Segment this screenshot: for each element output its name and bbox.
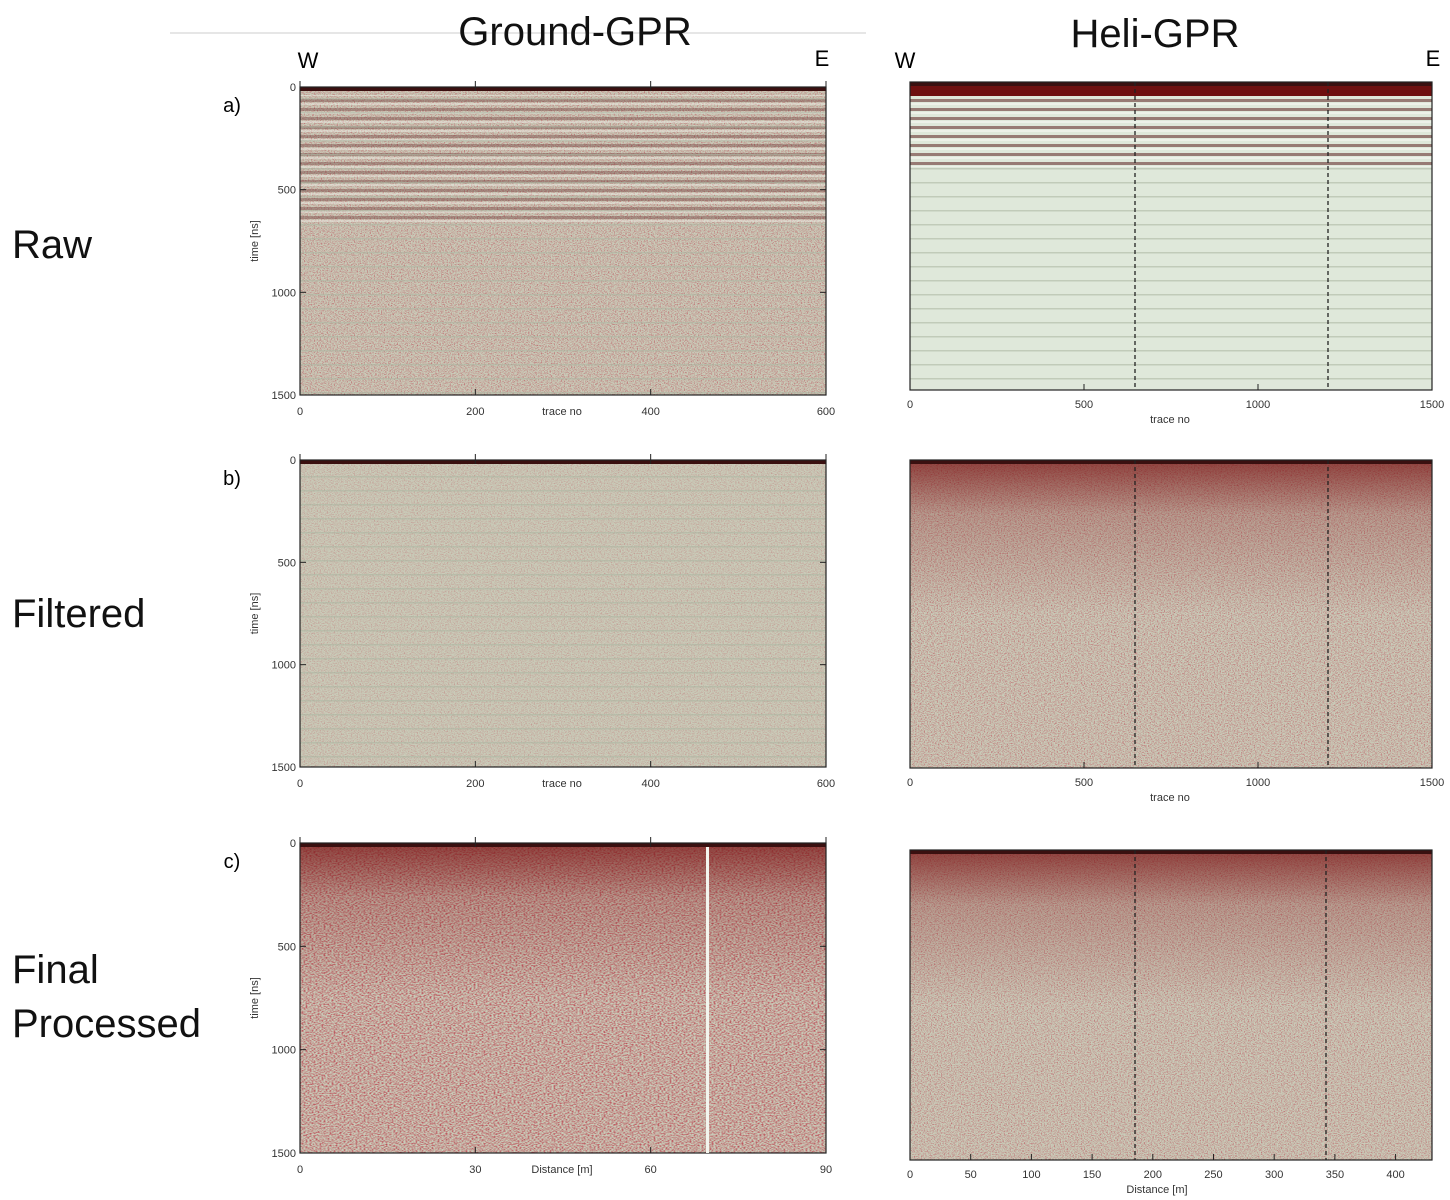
radargram-layers [910, 167, 1432, 390]
row-label: Filtered [12, 592, 146, 636]
row-label: Raw [12, 223, 93, 267]
x-axis-label: Distance [m] [1126, 1184, 1187, 1196]
radargram-top-edge [300, 843, 826, 847]
x-tick-label: 150 [1083, 1169, 1101, 1181]
x-tick-label: 600 [817, 778, 835, 790]
radargram-layers [300, 460, 826, 767]
x-tick-label: 300 [1265, 1169, 1283, 1181]
west-label: W [298, 48, 319, 73]
radargram-layers [300, 87, 826, 395]
row-label: Final Processed [12, 948, 201, 1046]
east-label: E [1426, 46, 1441, 71]
radargram-top-edge [300, 87, 826, 91]
panel-frame [299, 842, 827, 1154]
radargram-top [910, 850, 1432, 1005]
y-tick-label: 500 [278, 185, 296, 197]
panel-letter: a) [223, 95, 241, 117]
radargram-top-edge [910, 82, 1432, 86]
y-tick-label: 1500 [272, 762, 296, 774]
column-title: Heli-GPR [1071, 12, 1240, 56]
y-tick-label: 500 [278, 557, 296, 569]
x-tick-label: 200 [466, 778, 484, 790]
panel-frame [299, 86, 827, 396]
x-axis-label: trace no [542, 406, 582, 418]
x-tick-label: 0 [297, 1164, 303, 1176]
x-tick-label: 1000 [1246, 399, 1270, 411]
x-tick-label: 60 [645, 1164, 657, 1176]
x-tick-label: 600 [817, 406, 835, 418]
x-tick-label: 250 [1204, 1169, 1222, 1181]
x-tick-label: 400 [1386, 1169, 1404, 1181]
x-tick-label: 1000 [1246, 777, 1270, 789]
radargram-streak [706, 847, 709, 1153]
y-tick-label: 0 [290, 838, 296, 850]
x-tick-label: 30 [469, 1164, 481, 1176]
y-tick-label: 0 [290, 82, 296, 94]
panel-frame [909, 81, 1433, 391]
radargram-top [910, 460, 1432, 614]
y-tick-label: 1500 [272, 1148, 296, 1160]
x-tick-label: 500 [1075, 399, 1093, 411]
x-tick-label: 200 [466, 406, 484, 418]
x-tick-label: 0 [297, 778, 303, 790]
x-tick-label: 100 [1022, 1169, 1040, 1181]
x-tick-label: 0 [297, 406, 303, 418]
x-tick-label: 200 [1144, 1169, 1162, 1181]
y-tick-label: 0 [290, 455, 296, 467]
x-tick-label: 500 [1075, 777, 1093, 789]
y-tick-label: 1000 [272, 660, 296, 672]
x-tick-label: 90 [820, 1164, 832, 1176]
radargram-top-edge [300, 460, 826, 464]
east-label: E [815, 46, 830, 71]
panel-letter: c) [224, 851, 241, 873]
x-tick-label: 350 [1326, 1169, 1344, 1181]
x-axis-label: trace no [1150, 414, 1190, 426]
y-tick-label: 1000 [272, 1045, 296, 1057]
x-axis-label: Distance [m] [531, 1164, 592, 1176]
radargram-bands [910, 82, 1432, 167]
y-axis-label: time [ns] [249, 977, 261, 1019]
x-tick-label: 0 [907, 777, 913, 789]
column-title: Ground-GPR [458, 10, 691, 54]
x-tick-label: 1500 [1420, 777, 1444, 789]
panel-frame [909, 459, 1433, 769]
x-tick-label: 0 [907, 399, 913, 411]
panel-frame [299, 459, 827, 768]
radargram-top-edge [910, 460, 1432, 464]
y-axis-label: time [ns] [249, 593, 261, 635]
radargram-top-edge [910, 850, 1432, 854]
x-tick-label: 50 [965, 1169, 977, 1181]
x-axis-label: trace no [1150, 792, 1190, 804]
y-tick-label: 1000 [272, 287, 296, 299]
x-tick-label: 400 [641, 778, 659, 790]
x-tick-label: 1500 [1420, 399, 1444, 411]
y-tick-label: 1500 [272, 390, 296, 402]
y-axis-label: time [ns] [249, 220, 261, 262]
radargram-top [300, 843, 826, 998]
west-label: W [895, 48, 916, 73]
x-tick-label: 0 [907, 1169, 913, 1181]
x-axis-label: trace no [542, 778, 582, 790]
panel-letter: b) [223, 468, 241, 490]
panel-frame [909, 849, 1433, 1161]
y-tick-label: 500 [278, 941, 296, 953]
x-tick-label: 400 [641, 406, 659, 418]
